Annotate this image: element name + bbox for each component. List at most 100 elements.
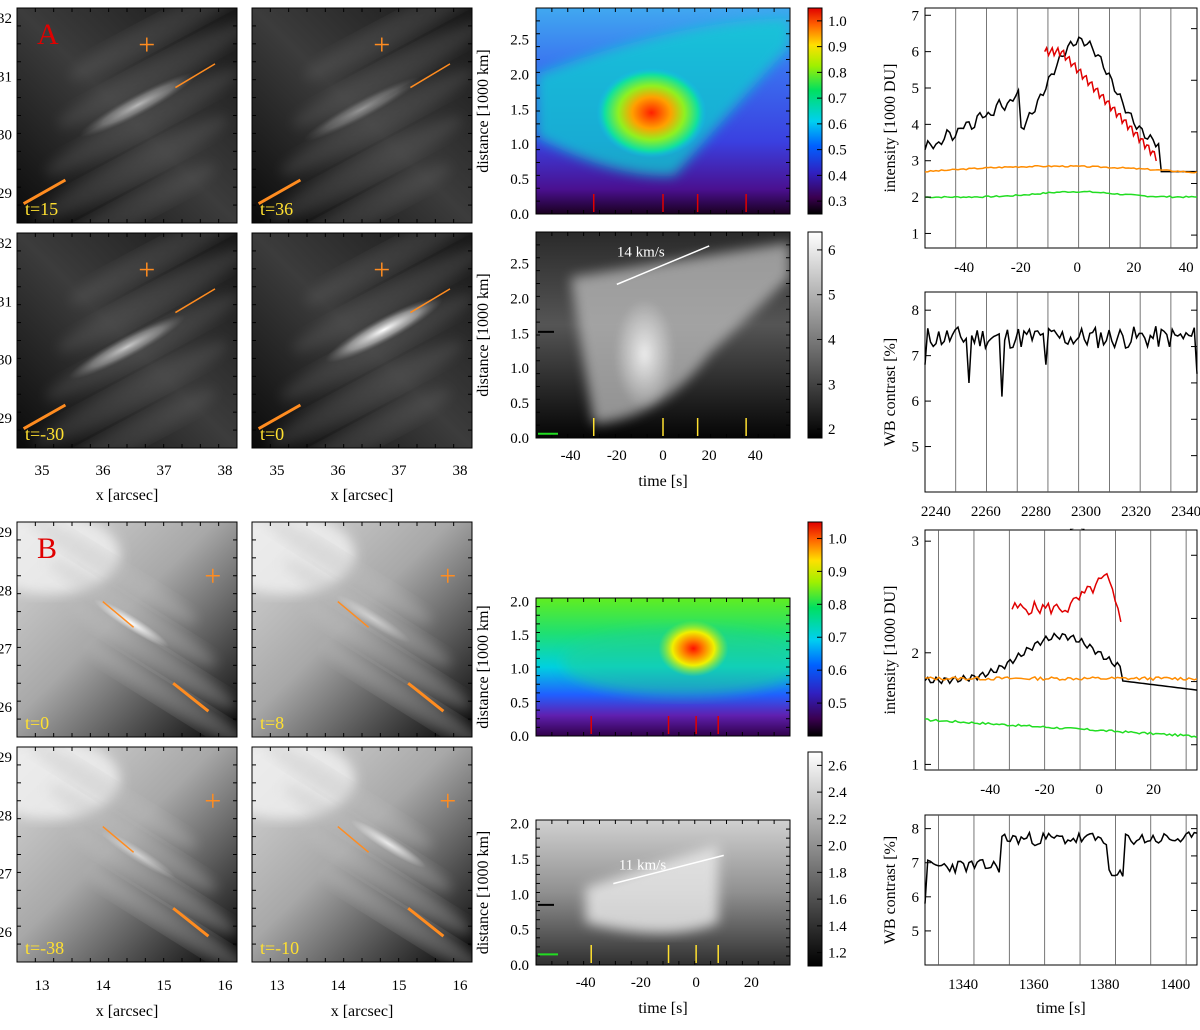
plot-y-tick: 6 <box>912 394 920 410</box>
colorbar-tick: 0.8 <box>828 65 847 81</box>
colorbar-tick: 0.3 <box>828 194 847 210</box>
slit-end-marker <box>337 825 370 853</box>
map-y-tick: 0.5 <box>510 172 529 188</box>
frame-time-label: t=-10 <box>260 938 299 958</box>
image-y-tick: 30 <box>0 353 12 369</box>
plot-y-tick: 7 <box>912 856 920 872</box>
image-x-label: x [arcsec] <box>96 487 159 504</box>
slit-start-marker <box>407 907 445 938</box>
plot-top-tick: -20 <box>1035 782 1055 798</box>
map-y-tick: 2.0 <box>510 291 529 307</box>
map-y-tick: 2.0 <box>510 594 529 610</box>
orange-curve <box>924 164 1198 174</box>
plot-y-tick: 2 <box>912 190 920 206</box>
plot-x-tick: 1400 <box>1160 977 1190 993</box>
bright-feature <box>100 830 176 879</box>
map-y-tick: 0.5 <box>510 923 529 939</box>
gray-time-distance-map-A: 0.0 0.5 1.0 1.5 2.0 2.5 distance [1000 km] -40 -… <box>475 231 791 490</box>
colorbar-tick: 0.6 <box>828 117 847 133</box>
plot-x-tick: 2300 <box>1071 504 1101 520</box>
image-y-tick: 31 <box>0 294 12 310</box>
map-y-tick: 1.5 <box>510 326 529 342</box>
map-x-tick: -40 <box>561 448 581 464</box>
image-y-tick: 27 <box>0 642 13 658</box>
colorbar-tick: 2.6 <box>828 758 847 774</box>
solar-image-B-1: t=8 <box>251 521 473 738</box>
plot-y-tick: 1 <box>912 757 920 773</box>
solar-image-B-2: t=-38 <box>16 746 238 963</box>
bright-feature <box>79 72 197 138</box>
speed-fit-line <box>613 854 724 885</box>
bright-feature <box>350 819 426 868</box>
colorbar-tick: 0.9 <box>828 40 847 56</box>
plot-y-label: intensity [1000 DU] <box>882 586 899 715</box>
image-x-tick: 36 <box>331 463 347 479</box>
image-y-tick: 26 <box>0 700 13 716</box>
solar-image-A-1: t=36 <box>251 7 473 224</box>
panel-letter: A <box>37 18 59 51</box>
image-x-tick: 13 <box>35 978 50 994</box>
slit-start-marker <box>257 178 302 205</box>
image-y-tick: 29 <box>0 411 12 427</box>
image-y-tick: 32 <box>0 236 12 252</box>
map-y-label: distance [1000 km] <box>475 831 492 955</box>
plot-y-tick: 1 <box>912 226 920 242</box>
colorbar-tick: 0.5 <box>828 696 847 712</box>
color-time-distance-map-B: 0.0 0.5 1.0 1.5 2.0 distance [1000 km] <box>475 594 791 745</box>
red-curve <box>1044 45 1157 162</box>
map-x-label: time [s] <box>638 473 687 490</box>
solar-image-A-0: t=15 A <box>16 7 238 224</box>
plot-top-tick: 0 <box>1074 260 1082 276</box>
map-x-tick: 0 <box>692 975 700 991</box>
colorbar-tick: 0.9 <box>828 564 847 580</box>
map-y-tick: 0.5 <box>510 695 529 711</box>
colorbar-tick: 2.4 <box>828 785 847 801</box>
map-y-label: distance [1000 km] <box>475 273 492 397</box>
map-y-tick: 0.0 <box>510 729 529 745</box>
slit-end-marker <box>410 288 451 314</box>
plot-y-tick: 5 <box>912 81 920 97</box>
colorbar-tick: 5 <box>828 288 836 304</box>
plot-y-tick: 6 <box>912 45 920 61</box>
map-x-tick: 40 <box>748 448 763 464</box>
image-y-tick: 28 <box>0 808 12 824</box>
map-y-tick: 0.0 <box>510 431 529 447</box>
image-x-label: x [arcsec] <box>331 1003 394 1020</box>
slit-start-marker <box>257 403 302 430</box>
slit-end-marker <box>102 600 135 628</box>
map-y-tick: 0.5 <box>510 396 529 412</box>
slit-start-marker <box>407 682 445 713</box>
image-x-label: x [arcsec] <box>331 487 394 504</box>
plot-x-tick: 2320 <box>1121 504 1151 520</box>
image-y-tick: 28 <box>0 583 12 599</box>
solar-image-A-3: t=0 <box>251 232 473 449</box>
map-y-tick: 1.0 <box>510 887 529 903</box>
plot-y-label: WB contrast [%] <box>882 836 899 944</box>
colorbar-tick: 1.8 <box>828 865 847 881</box>
colorbar-tick: 0.7 <box>828 630 847 646</box>
image-x-tick: 35 <box>270 463 285 479</box>
intensity-peak <box>596 67 707 158</box>
gray-time-distance-map-B: 0.0 0.5 1.0 1.5 2.0 distance [1000 km] -40 -20 0… <box>475 817 791 1017</box>
bright-feature <box>325 297 443 363</box>
frame-time-label: t=15 <box>25 199 58 219</box>
plot-y-label: intensity [1000 DU] <box>882 64 899 193</box>
map-x-tick: -20 <box>607 448 627 464</box>
colorbar-tick: 6 <box>828 243 836 259</box>
plot-x-tick: 2340 <box>1171 504 1200 520</box>
colorbar-tick: 0.7 <box>828 91 847 107</box>
plot-x-tick: 1380 <box>1090 977 1120 993</box>
map-x-tick: 20 <box>702 448 717 464</box>
colorbar-tick: 0.5 <box>828 143 847 159</box>
gray-colorbar-A: 6 5 4 3 2 <box>807 231 836 439</box>
image-y-tick: 26 <box>0 925 13 941</box>
map-y-tick: 0.0 <box>510 207 529 223</box>
panel-letter: B <box>37 532 57 565</box>
slit-end-marker <box>337 600 370 628</box>
image-x-tick: 38 <box>453 463 468 479</box>
frame-time-label: t=36 <box>260 199 293 219</box>
plot-top-tick: 20 <box>1126 260 1141 276</box>
plot-x-tick: 1360 <box>1019 977 1049 993</box>
